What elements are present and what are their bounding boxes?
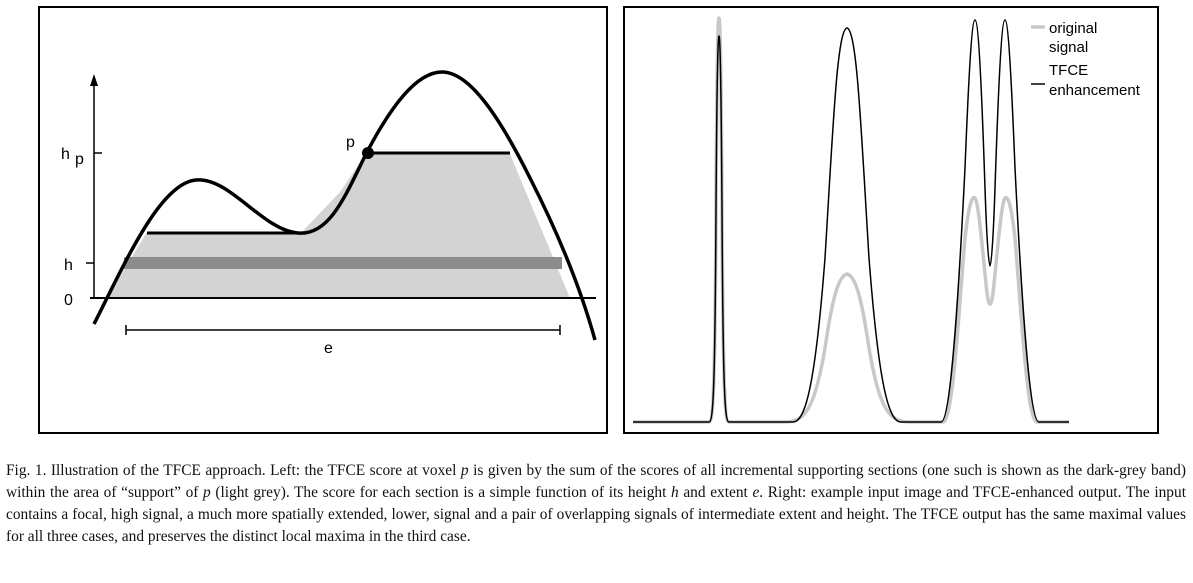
label-hp: h [61,146,70,163]
caption-text-5: . Right: example input image and TFCE-en… [6,484,1186,545]
caption-text-4: and extent [678,484,753,501]
caption-var-e: e [752,484,760,501]
caption-text-1: Fig. 1. Illustration of the TFCE approac… [6,462,461,479]
original-signal-curve [633,16,1069,424]
caption-var-h: h [671,484,679,501]
caption-text-2: is given by the sum of the scores of all… [6,462,1186,501]
tfce-signal-svg: original signal TFCE enhancement [633,16,1141,424]
tfce-illustration-svg: h p h 0 p e [61,70,597,357]
caption-text-3: (light grey). The score for each section… [210,484,672,501]
legend-original-label: original [1049,20,1097,37]
voxel-p-point [362,147,374,159]
y-axis-arrow [90,74,98,86]
support-area [107,154,570,298]
caption-var-p-1: p [460,462,469,479]
label-e: e [324,340,333,357]
legend-tfce-label-2: enhancement [1049,82,1141,99]
figure-caption: Fig. 1. Illustration of the TFCE approac… [6,460,1186,548]
legend-tfce-label: TFCE [1049,62,1088,79]
tfce-enhancement-curve [633,19,1069,423]
supporting-section-band [124,257,562,269]
label-h: h [64,257,73,274]
tfce-illustration-panel: h p h 0 p e [38,6,608,434]
label-hp-sub: p [75,151,84,168]
legend-original-label-2: signal [1049,39,1088,56]
label-p: p [346,134,355,151]
caption-var-p-2: p [203,484,211,501]
label-zero: 0 [64,292,73,309]
tfce-signal-panel: original signal TFCE enhancement [623,6,1159,434]
